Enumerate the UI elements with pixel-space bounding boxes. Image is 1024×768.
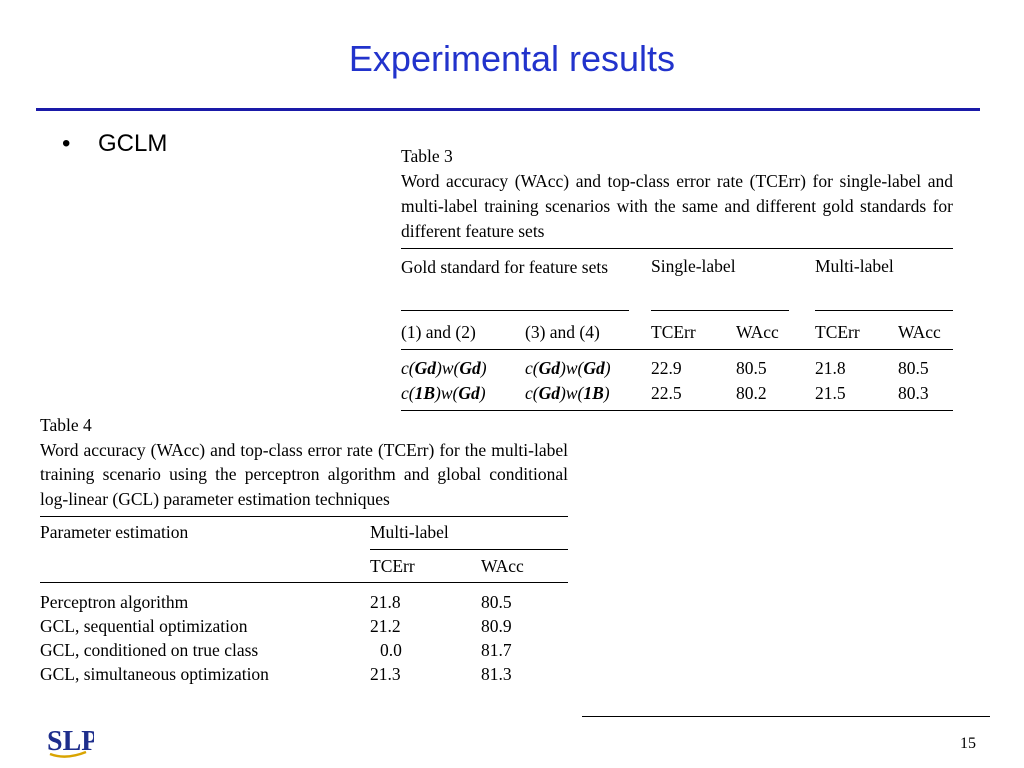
table-4-body: Parameter estimation Multi-label TCErr W… <box>40 511 568 691</box>
table-3-sub-tcerr-multi: TCErr <box>815 322 860 342</box>
table-3-sub-wacc-single: WAcc <box>736 322 779 342</box>
bullet-dot-icon: • <box>62 130 71 157</box>
table-4-row-3-wacc: 81.7 <box>481 640 512 660</box>
table-3-sub-col1: (1) and (2) <box>401 322 476 342</box>
footer-rule <box>582 716 990 717</box>
table-4-sub-tcerr: TCErr <box>370 556 415 576</box>
table-3-sub-wacc-multi: WAcc <box>898 322 941 342</box>
table-3-row-1-col1: c(Gd)w(Gd) <box>401 358 487 378</box>
table-4-header-rule <box>40 582 568 583</box>
table-4-row-1-method: Perceptron algorithm <box>40 592 189 612</box>
table-3-row-2-col2: c(Gd)w(1B) <box>525 383 610 403</box>
table-3-header-gold: Gold standard for feature sets <box>401 257 609 277</box>
table-3-bottom-rule <box>401 410 953 411</box>
slide-title: Experimental results <box>348 38 676 79</box>
table-3-sub-tcerr-single: TCErr <box>651 322 696 342</box>
table-3-label: Table 3 <box>401 146 453 166</box>
table-4-label: Table 4 <box>40 415 92 435</box>
bullet-text: GCLM <box>98 130 168 157</box>
table-4-row-4-method: GCL, simultaneous optimization <box>40 664 269 684</box>
table-4-row-2-tcerr: 21.2 <box>370 616 401 636</box>
table-4-sub-wacc: WAcc <box>481 556 524 576</box>
table-4-top-rule <box>40 516 568 517</box>
slp-logo-text: SLP <box>47 726 94 757</box>
table-3-row-1-col2: c(Gd)w(Gd) <box>525 358 611 378</box>
table-3-header-single: Single-label <box>651 256 736 276</box>
page-number: 15 <box>960 735 976 752</box>
bullet-item: • GCLM <box>62 130 167 158</box>
table-3-row-2-multi-tcerr: 21.5 <box>815 383 846 403</box>
table-4-row-4-tcerr: 21.3 <box>370 664 401 684</box>
table-3-row-1-multi-wacc: 80.5 <box>898 358 929 378</box>
table-3-single-rule <box>651 310 789 311</box>
table-4-row-3-method: GCL, conditioned on true class <box>40 640 259 660</box>
table-3-row-2-multi-wacc: 80.3 <box>898 383 929 403</box>
table-4-caption: Word accuracy (WAcc) and top-class error… <box>40 439 568 509</box>
table-4-multi-rule <box>370 549 568 550</box>
table-3-header-rule <box>401 349 953 350</box>
table-3-caption: Word accuracy (WAcc) and top-class error… <box>401 171 953 241</box>
table-4-row-3-tcerr: 0.0 <box>380 640 402 660</box>
table-3-row-2-col1: c(1B)w(Gd) <box>401 383 486 403</box>
table-3-body: Gold standard for feature sets Single-la… <box>401 249 953 411</box>
table-3-header-multi: Multi-label <box>815 256 894 276</box>
table-4-row-1-wacc: 80.5 <box>481 592 512 612</box>
title-divider <box>36 108 980 111</box>
table-4-header-param: Parameter estimation <box>40 522 189 542</box>
table-4: Table 4 Word accuracy (WAcc) and top-cla… <box>40 413 568 691</box>
table-4-row-1-tcerr: 21.8 <box>370 592 401 612</box>
table-3-row-1-multi-tcerr: 21.8 <box>815 358 846 378</box>
table-3-sub-col2: (3) and (4) <box>525 322 600 342</box>
table-3-row-1-single-tcerr: 22.9 <box>651 358 682 378</box>
table-3-row-2-single-wacc: 80.2 <box>736 383 767 403</box>
table-4-row-4-wacc: 81.3 <box>481 664 512 684</box>
table-4-row-2-wacc: 80.9 <box>481 616 512 636</box>
table-3-row-1-single-wacc: 80.5 <box>736 358 767 378</box>
table-4-row-2-method: GCL, sequential optimization <box>40 616 248 636</box>
table-3-multi-rule <box>815 310 953 311</box>
table-3: Table 3 Word accuracy (WAcc) and top-cla… <box>401 144 953 411</box>
slp-logo-icon: SLP <box>47 726 94 758</box>
table-4-header-multi: Multi-label <box>370 522 449 542</box>
table-3-top-rule <box>401 248 953 249</box>
table-3-gold-rule <box>401 310 629 311</box>
table-3-row-2-single-tcerr: 22.5 <box>651 383 682 403</box>
